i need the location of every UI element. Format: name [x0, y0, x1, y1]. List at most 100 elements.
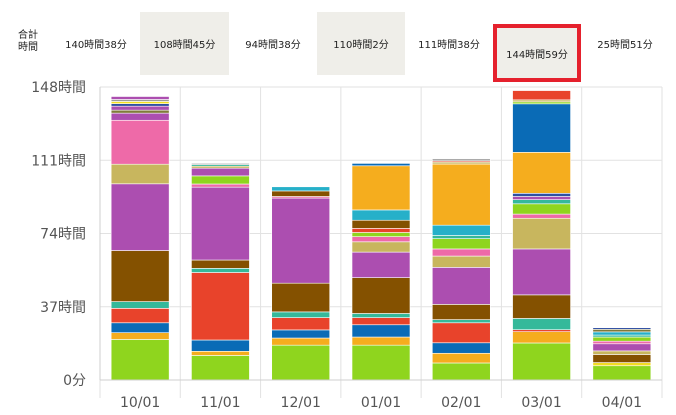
bar-segment-yellow[interactable] [110, 101, 170, 104]
bar-segment-purple[interactable] [191, 186, 250, 261]
total-cell-mar[interactable]: 144時間59分 [493, 24, 581, 82]
bar-segment-brown[interactable] [351, 277, 411, 314]
total-cell-feb[interactable]: 111時間38分 [418, 40, 480, 51]
bar-segment-orange[interactable] [191, 350, 250, 356]
bar-segment-lime[interactable] [592, 365, 652, 381]
bar-segment-lime[interactable] [191, 355, 250, 381]
bar-segment-blue[interactable] [271, 329, 331, 339]
bar-segment-red[interactable] [351, 228, 411, 233]
bar-segment-teal[interactable] [512, 199, 571, 205]
bar-segment-brown[interactable] [512, 294, 571, 319]
bar-segment-gray[interactable] [431, 158, 491, 162]
bar-segment-red[interactable] [271, 317, 331, 331]
bar-segment-orange[interactable] [271, 337, 331, 346]
bar-segment-teal[interactable] [512, 318, 571, 331]
bar-segment-purple[interactable] [512, 196, 571, 200]
bar-segment-olive[interactable] [110, 109, 170, 114]
bar-segment-red[interactable] [351, 317, 411, 326]
bar-segment-purple[interactable] [592, 343, 652, 352]
bar-segment-lime[interactable] [271, 344, 331, 381]
bar-segment-purple[interactable] [110, 96, 170, 100]
bar-segment-blue[interactable] [191, 339, 250, 352]
bar-stack-01-01[interactable] [351, 163, 411, 381]
bar-segment-cyan[interactable] [351, 209, 411, 221]
bar-segment-purple[interactable] [271, 197, 331, 284]
bar-segment-navy[interactable] [512, 193, 571, 197]
bar-segment-orange[interactable] [351, 336, 411, 346]
bar-segment-teal[interactable] [110, 301, 170, 309]
bar-segment-yellow[interactable] [592, 362, 652, 367]
bar-segment-teal[interactable] [191, 268, 250, 273]
bar-segment-teal[interactable] [431, 235, 491, 239]
bar-segment-cyan[interactable] [431, 224, 491, 236]
bar-segment-khaki[interactable] [592, 350, 652, 355]
bar-segment-teal[interactable] [431, 319, 491, 324]
bar-segment-blue[interactable] [431, 342, 491, 354]
bar-segment-cyan[interactable] [592, 331, 652, 336]
bar-stack-10-01[interactable] [110, 96, 170, 381]
bar-segment-orange[interactable] [351, 165, 411, 211]
bar-segment-pink[interactable] [431, 248, 491, 257]
bar-segment-orange[interactable] [110, 332, 170, 340]
bar-segment-lime[interactable] [431, 362, 491, 381]
bar-segment-blue[interactable] [351, 324, 411, 338]
total-cell-nov[interactable]: 108時間45分 [140, 12, 229, 75]
bar-segment-purple[interactable] [351, 251, 411, 278]
bar-stack-11-01[interactable] [191, 163, 250, 381]
bar-segment-blue[interactable] [512, 103, 571, 153]
bar-segment-brown[interactable] [271, 282, 331, 313]
bar-segment-brown[interactable] [271, 190, 331, 197]
bar-segment-khaki[interactable] [110, 163, 170, 185]
bar-segment-purple[interactable] [110, 112, 170, 121]
bar-segment-red[interactable] [191, 272, 250, 341]
bar-segment-brown[interactable] [592, 354, 652, 363]
bar-segment-purple[interactable] [110, 105, 170, 111]
bar-segment-lime[interactable] [351, 232, 411, 237]
bar-segment-red[interactable] [110, 308, 170, 324]
bar-segment-teal[interactable] [271, 311, 331, 318]
bar-segment-pink[interactable] [512, 213, 571, 219]
bar-segment-khaki[interactable] [351, 241, 411, 253]
bar-segment-lime[interactable] [110, 339, 170, 381]
bar-segment-brown[interactable] [191, 259, 250, 269]
total-cell-oct[interactable]: 140時間38分 [65, 40, 127, 51]
bar-segment-brown[interactable] [431, 304, 491, 320]
bar-segment-pink[interactable] [110, 119, 170, 165]
bar-segment-navy[interactable] [592, 327, 652, 330]
bar-segment-orange[interactable] [512, 331, 571, 344]
bar-segment-navy[interactable] [110, 103, 170, 107]
bar-segment-blue[interactable] [110, 322, 170, 333]
bar-segment-lime[interactable] [512, 203, 571, 215]
bar-segment-purple[interactable] [512, 248, 571, 296]
bar-segment-pink[interactable] [351, 236, 411, 243]
bar-segment-orange[interactable] [431, 163, 491, 226]
bar-segment-blue[interactable] [351, 163, 411, 167]
bar-segment-pink[interactable] [592, 340, 652, 345]
bar-segment-orange[interactable] [431, 352, 491, 364]
bar-segment-lime[interactable] [351, 344, 411, 381]
bar-segment-cyan[interactable] [271, 186, 331, 192]
bar-segment-red[interactable] [512, 90, 571, 101]
bar-segment-brown[interactable] [351, 219, 411, 229]
bar-segment-purple[interactable] [191, 167, 250, 177]
bar-stack-12-01[interactable] [271, 186, 331, 381]
bar-segment-purple[interactable] [431, 267, 491, 305]
bar-segment-purple[interactable] [110, 183, 170, 251]
bar-segment-lime[interactable] [191, 175, 250, 185]
bar-segment-khaki[interactable] [512, 217, 571, 250]
bar-segment-orange[interactable] [512, 152, 571, 194]
bar-segment-gray[interactable] [191, 163, 250, 165]
bar-segment-olive[interactable] [592, 329, 652, 333]
bar-segment-lime[interactable] [431, 238, 491, 250]
bar-segment-brown[interactable] [110, 250, 170, 302]
bar-segment-lime[interactable] [512, 342, 571, 381]
bar-stack-03-01[interactable] [512, 90, 571, 381]
bar-stack-04-01[interactable] [592, 327, 652, 381]
total-cell-jan[interactable]: 110時間2分 [317, 12, 405, 75]
bar-stack-02-01[interactable] [431, 158, 491, 381]
bar-segment-pink[interactable] [191, 183, 250, 188]
bar-segment-red[interactable] [431, 322, 491, 344]
bar-segment-khaki[interactable] [431, 255, 491, 268]
bar-segment-lime[interactable] [592, 336, 652, 342]
total-cell-dec[interactable]: 94時間38分 [245, 40, 301, 51]
